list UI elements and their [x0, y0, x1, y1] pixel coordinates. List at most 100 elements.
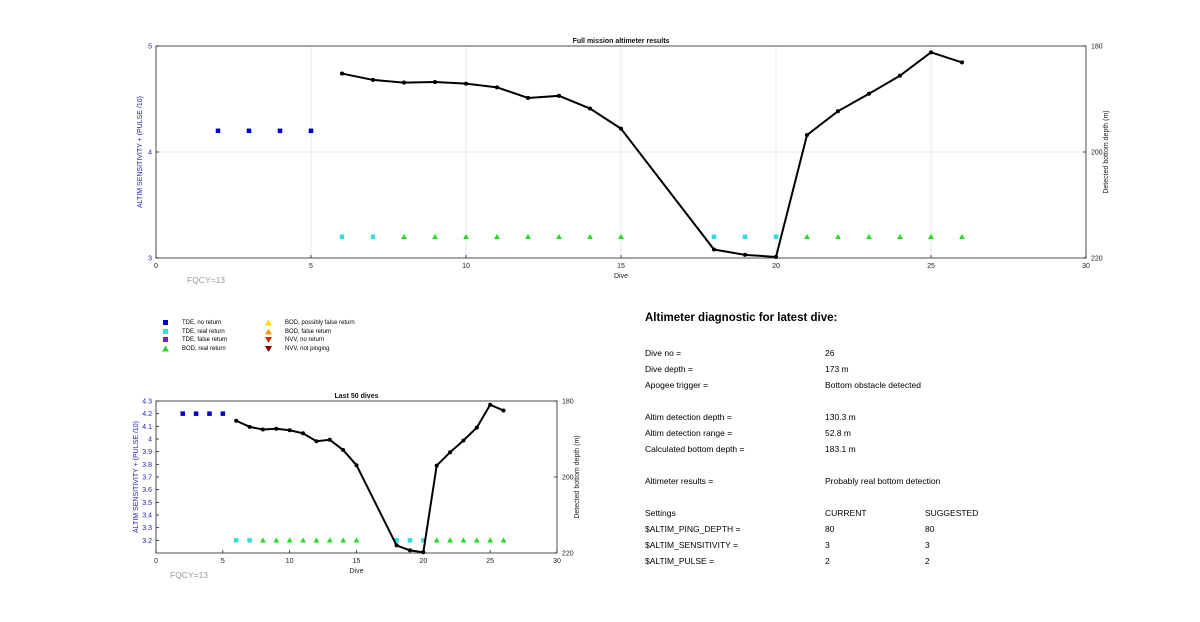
- full-mission-chart: 0 5 10 15 20 25 30 3 4 5 180 200 220 Full mission alt…: [137, 38, 1110, 285]
- bottom-depth-point: [494, 85, 500, 90]
- triangle-marker: [928, 233, 934, 239]
- square-marker: [421, 538, 426, 543]
- triangle-marker: [447, 537, 453, 543]
- bottom-depth-point: [959, 60, 965, 65]
- diagnostic-current-value: 2: [825, 556, 830, 566]
- square-marker: [370, 234, 376, 240]
- diagnostic-label: Altimeter results =: [645, 476, 714, 486]
- diagnostic-current-value: 173 m: [825, 364, 849, 374]
- legend-label: BOD, real return: [182, 345, 226, 352]
- bottom-depth-point: [773, 254, 779, 259]
- diagnostic-current-value: 130.3 m: [825, 412, 856, 422]
- square-marker: [711, 234, 717, 240]
- triangle-marker: [959, 233, 965, 239]
- bottom-depth-point: [501, 408, 506, 413]
- bottom-depth-point: [260, 427, 265, 432]
- y-tick-label: 3.2: [142, 538, 152, 545]
- legend-item: BOD, false return: [263, 328, 331, 336]
- diagnostic-label: Settings: [645, 508, 676, 518]
- triangle-marker: [313, 537, 320, 543]
- diagnostic-row: Dive no = 26: [645, 348, 1145, 360]
- triangle-marker: [273, 537, 280, 543]
- legend-item: TDE, no return: [160, 319, 221, 327]
- diagnostic-row: $ALTIM_PING_DEPTH = 80 80: [645, 524, 1145, 536]
- bottom-depth-point: [463, 81, 469, 86]
- diagnostic-row: Altim detection range = 52.8 m: [645, 428, 1145, 440]
- bottom-depth-point: [339, 71, 345, 76]
- legend-item: NVV, no return: [263, 336, 324, 344]
- diagnostic-label: Calculated bottom depth =: [645, 444, 745, 454]
- y-tick-label: 3: [148, 256, 152, 263]
- bottom-depth-point: [401, 80, 407, 85]
- triangle-marker: [556, 233, 562, 239]
- y-tick-label: 5: [148, 44, 152, 51]
- legend-item: BOD, possibly false return: [263, 319, 355, 327]
- x-tick-label: 30: [1082, 263, 1090, 270]
- square-marker: [339, 234, 345, 240]
- legend-label: NVV, not pinging: [285, 345, 330, 352]
- x-tick-label: 30: [553, 558, 561, 565]
- diagnostic-row: $ALTIM_SENSITIVITY = 3 3: [645, 540, 1145, 552]
- bottom-depth-point: [421, 550, 426, 555]
- legend-label: TDE, false return: [182, 337, 228, 343]
- bottom-depth-point: [432, 80, 438, 85]
- diagnostic-suggested-value: 2: [925, 556, 930, 566]
- y2-tick-label: 200: [1091, 150, 1103, 157]
- bottom-depth-point: [301, 431, 306, 436]
- triangle-marker: [494, 233, 500, 239]
- x-tick-label: 10: [462, 263, 470, 270]
- diagnostic-suggested-value: 3: [925, 540, 930, 550]
- x-tick-label: 15: [617, 263, 625, 270]
- y-tick-label: 4: [148, 150, 152, 157]
- bottom-depth-point: [742, 252, 748, 257]
- y2-tick-label: 180: [1091, 44, 1103, 51]
- y2-tick-label: 220: [1091, 256, 1103, 263]
- triangle-marker: [401, 233, 407, 239]
- chart-title: Full mission altimeter results: [573, 38, 670, 45]
- bottom-depth-point: [488, 402, 493, 407]
- diagnostic-row: Settings CURRENT SUGGESTED: [645, 508, 1145, 520]
- bottom-depth-point: [394, 543, 399, 548]
- diagnostic-suggested-value: SUGGESTED: [925, 508, 979, 518]
- triangle-marker: [835, 233, 841, 239]
- diagnostic-label: $ALTIM_PULSE =: [645, 556, 715, 566]
- triangle-marker: [260, 537, 266, 543]
- diagnostic-row: Apogee trigger = Bottom obstacle detected: [645, 380, 1145, 392]
- legend-triangle-down-icon: [265, 345, 272, 352]
- square-marker: [407, 538, 413, 543]
- triangle-marker: [804, 233, 810, 239]
- diagnostic-current-value: 26: [825, 348, 835, 358]
- diagnostic-suggested-value: 80: [925, 524, 935, 534]
- bottom-depth-point: [247, 424, 252, 429]
- bottom-depth-point: [556, 93, 562, 98]
- bottom-depth-point: [327, 437, 332, 442]
- legend-triangle-up-icon: [265, 328, 272, 334]
- triangle-marker: [618, 233, 624, 239]
- bottom-depth-point: [314, 439, 319, 444]
- fqcy-annotation: FQCY=13: [187, 275, 225, 285]
- triangle-marker: [473, 537, 480, 543]
- triangle-marker: [487, 537, 494, 543]
- bottom-depth-point: [928, 50, 934, 55]
- square-marker: [193, 411, 199, 416]
- diagnostic-label: Apogee trigger =: [645, 380, 709, 390]
- triangle-marker: [460, 537, 467, 543]
- triangle-marker: [353, 537, 360, 543]
- diagnostic-label: $ALTIM_PING_DEPTH =: [645, 524, 741, 534]
- legend-label: TDE, no return: [182, 320, 222, 326]
- bottom-depth-point: [354, 463, 359, 468]
- square-marker: [277, 128, 283, 134]
- bottom-depth-point: [618, 126, 624, 131]
- y-tick-label: 3.6: [142, 487, 152, 494]
- x-tick-label: 5: [221, 558, 225, 565]
- fqcy-annotation: FQCY=13: [170, 570, 208, 580]
- legend-triangle-up-icon: [265, 319, 272, 326]
- square-marker: [742, 234, 748, 240]
- diagnostic-label: Altim detection depth =: [645, 412, 732, 422]
- y-tick-label: 3.9: [142, 449, 152, 456]
- y2-tick-label: 200: [562, 475, 574, 482]
- square-marker: [215, 128, 221, 134]
- diagnostic-label: Dive depth =: [645, 364, 693, 374]
- diagnostic-current-value: Probably real bottom detection: [825, 476, 941, 486]
- x-tick-label: 5: [309, 263, 313, 270]
